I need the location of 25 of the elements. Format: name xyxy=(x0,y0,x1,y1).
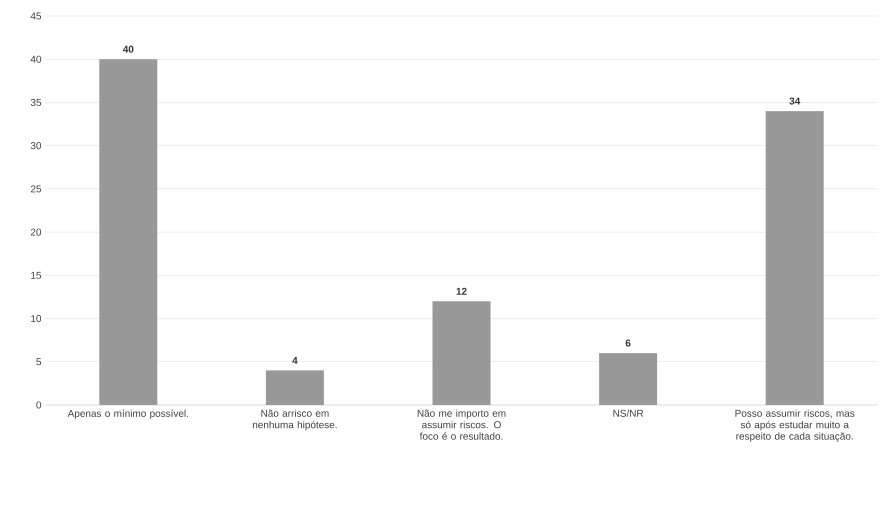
data-label: 40 xyxy=(122,46,134,53)
x-tick-label: Não arrisco em nenhuma hipótese. xyxy=(252,410,337,430)
y-tick-label: 10 xyxy=(31,315,42,322)
y-tick-label: 20 xyxy=(30,228,42,236)
bar xyxy=(766,111,824,405)
y-tick-label: 25 xyxy=(30,185,42,192)
y-tick-label: 0 xyxy=(36,401,42,409)
bar xyxy=(266,370,324,405)
data-label: 34 xyxy=(789,98,800,105)
y-tick-label: 5 xyxy=(36,358,42,366)
bar xyxy=(599,353,658,405)
x-tick-label: Posso assumir riscos, mas só após estudar muito a respeito de cada situação. xyxy=(735,410,854,442)
data-label: 4 xyxy=(292,357,298,364)
y-tick-label: 35 xyxy=(30,98,42,106)
y-tick-label: 45 xyxy=(30,12,42,20)
bar xyxy=(99,59,158,405)
x-tick-label: NS/NR xyxy=(613,410,644,417)
y-tick-label: 15 xyxy=(31,272,42,279)
x-tick-label: Não me importo em assumir riscos. O foco é o resultado. xyxy=(418,410,506,440)
data-label: 6 xyxy=(626,340,631,347)
y-tick-label: 30 xyxy=(30,142,42,150)
x-tick-label: Apenas o mínimo possível. xyxy=(68,410,188,419)
y-tick-label: 40 xyxy=(30,56,42,63)
bar xyxy=(432,301,491,405)
data-label: 12 xyxy=(456,288,467,295)
